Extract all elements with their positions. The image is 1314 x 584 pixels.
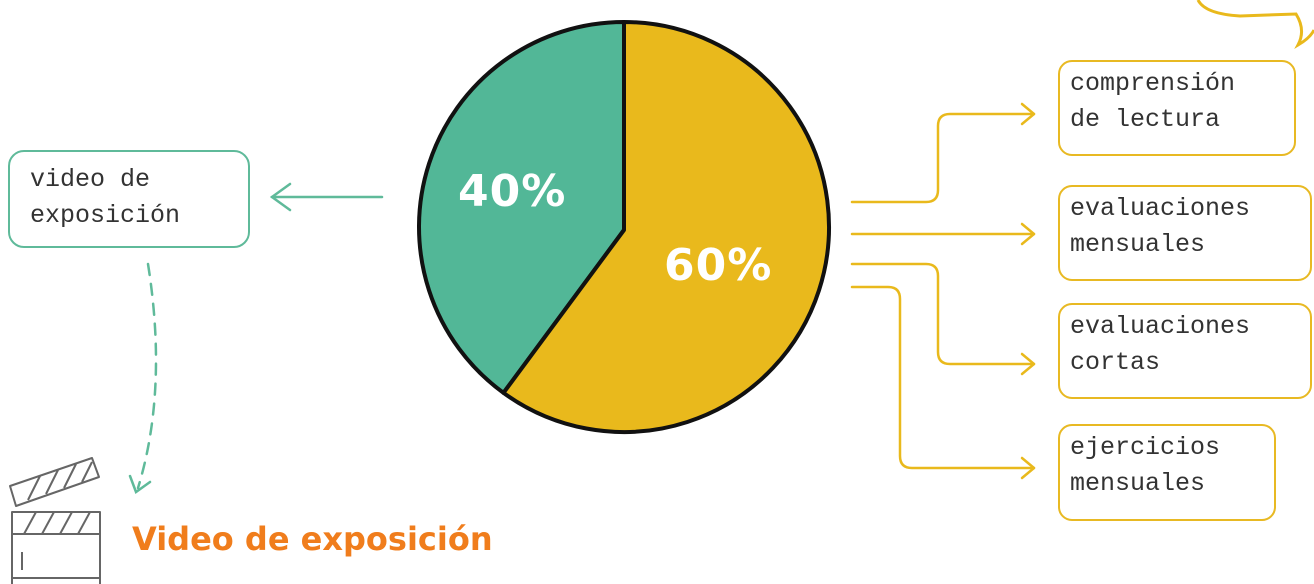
comprension-lectura-box: comprensión de lectura	[1058, 60, 1296, 156]
ejercicios-mensuales-box: ejercicios mensuales	[1058, 424, 1276, 521]
slice-label-60: 60%	[664, 240, 772, 291]
slice-label-40: 40%	[458, 166, 566, 217]
evaluaciones-mensuales-box: evaluaciones mensuales	[1058, 185, 1312, 281]
arrow-to-video-box	[272, 184, 382, 210]
video-exposicion-title: Video de exposición	[132, 520, 493, 558]
connectors-right	[852, 104, 1034, 478]
clapperboard-icon	[10, 458, 100, 584]
pie-chart	[419, 22, 829, 432]
video-exposicion-box: video de exposición	[8, 150, 250, 248]
evaluaciones-cortas-box: evaluaciones cortas	[1058, 303, 1312, 399]
speech-bubble-fragment	[1198, 0, 1314, 45]
dashed-arrow-to-clapper	[130, 264, 156, 492]
